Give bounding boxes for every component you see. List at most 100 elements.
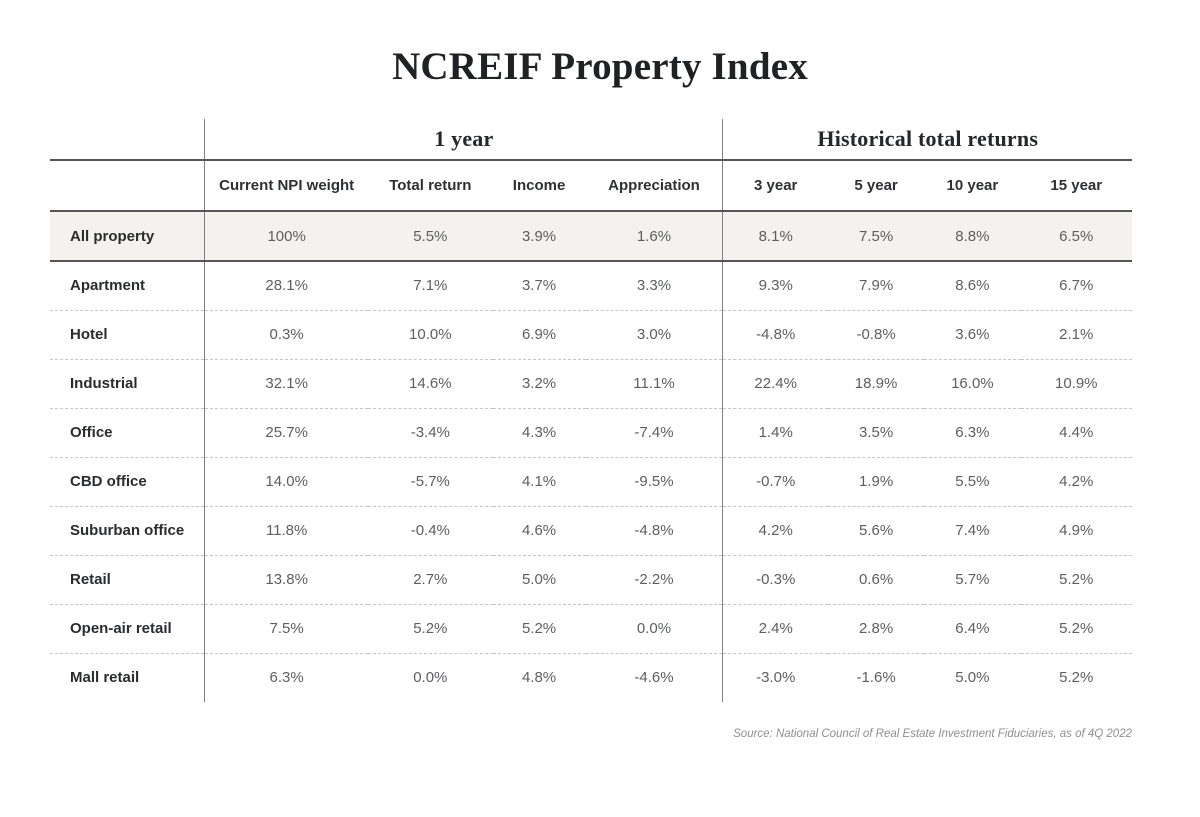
- cell-value: 7.5%: [204, 604, 369, 654]
- cell-value: 28.1%: [204, 261, 369, 311]
- col-header-15-year: 15 year: [1020, 160, 1132, 212]
- cell-value: -1.6%: [856, 669, 896, 687]
- cell-value: 13.8%: [204, 555, 369, 605]
- row-label: Mall retail: [70, 669, 140, 687]
- cell-value: 5.2%: [1059, 669, 1094, 687]
- col-header-5-year: 5 year: [827, 160, 925, 212]
- cell-value: -0.8%: [827, 310, 925, 360]
- cell-value: 6.3%: [204, 653, 369, 702]
- table-row: Mall retail 6.3% 0.0% 4.8% -4.6% -3.0% -1.6% 5.…: [50, 653, 1132, 702]
- col-header-10-year: 10 year: [924, 160, 1021, 212]
- source-attribution: Source: National Council of Real Estate …: [733, 728, 1132, 740]
- cell-value: 6.4%: [924, 604, 1021, 654]
- cell-value: 7.1%: [368, 261, 493, 311]
- col-header-current-npi-weight: Current NPI weight: [204, 160, 369, 212]
- cell-value: 6.3%: [924, 408, 1021, 458]
- cell-value: 10.9%: [1020, 359, 1132, 409]
- cell-value: 5.6%: [827, 506, 925, 556]
- cell-value: 5.2%: [368, 604, 493, 654]
- cell-value: 2.7%: [368, 555, 493, 605]
- cell-value: 7.4%: [924, 506, 1021, 556]
- cell-value: 2.8%: [827, 604, 925, 654]
- cell-value: 4.9%: [1020, 506, 1132, 556]
- cell-value: 32.1%: [204, 359, 369, 409]
- col-header-3-year: 3 year: [722, 160, 828, 212]
- cell-value: 5.5%: [924, 457, 1021, 507]
- cell-value: 3.6%: [924, 310, 1021, 360]
- cell-value: 22.4%: [722, 359, 828, 409]
- cell-value: 100%: [204, 211, 369, 262]
- cell-value: -4.8%: [585, 506, 723, 556]
- table-row: All property 100% 5.5% 3.9% 1.6% 8.1% 7.5% 8.8%…: [50, 211, 1132, 262]
- cell-value: 5.2%: [1020, 604, 1132, 654]
- cell-value: 3.2%: [492, 359, 586, 409]
- cell-value: 5.0%: [492, 555, 586, 605]
- group-header-historical: Historical total returns: [722, 119, 1132, 161]
- cell-value: 8.1%: [722, 211, 828, 262]
- cell-value: 0.3%: [204, 310, 369, 360]
- cell-value: 10.0%: [368, 310, 493, 360]
- table-row: Industrial 32.1% 14.6% 3.2% 11.1% 22.4% 18.9% 1…: [50, 359, 1132, 409]
- row-label: Office: [50, 408, 205, 458]
- cell-value: 2.4%: [722, 604, 828, 654]
- group-header-1-year: 1 year: [204, 119, 723, 161]
- cell-value: -0.4%: [368, 506, 493, 556]
- row-label: Suburban office: [50, 506, 205, 556]
- cell-value: 1.9%: [827, 457, 925, 507]
- table-row: Suburban office 11.8% -0.4% 4.6% -4.8% 4.2% 5.…: [50, 506, 1132, 556]
- cell-value: 5.5%: [368, 211, 493, 262]
- page: NCREIF Property Index 1 year Historical …: [0, 44, 1200, 817]
- cell-value: 1.6%: [585, 211, 723, 262]
- page-title: NCREIF Property Index: [392, 45, 808, 88]
- table-row: Retail 13.8% 2.7% 5.0% -2.2% -0.3% 0.6% 5.7% 5.2…: [50, 555, 1132, 605]
- col-header-total-return: Total return: [368, 160, 493, 212]
- cell-value: 4.8%: [521, 669, 557, 687]
- cell-value: 6.7%: [1020, 261, 1132, 311]
- corner-cell: [50, 119, 205, 161]
- table-row: CBD office 14.0% -5.7% 4.1% -9.5% -0.7% 1.9% 5.…: [50, 457, 1132, 507]
- cell-value: 5.2%: [1020, 555, 1132, 605]
- cell-value: -0.7%: [722, 457, 828, 507]
- table-row: Office 25.7% -3.4% 4.3% -7.4% 1.4% 3.5% 6.3% 4.4…: [50, 408, 1132, 458]
- cell-value: 11.8%: [204, 506, 369, 556]
- cell-value: 18.9%: [827, 359, 925, 409]
- col-header-appreciation: Appreciation: [585, 160, 723, 212]
- ncreif-table: 1 year Historical total returns Current …: [50, 119, 1132, 702]
- cell-value: 9.3%: [722, 261, 828, 311]
- cell-value: -7.4%: [585, 408, 723, 458]
- cell-value: 5.2%: [492, 604, 586, 654]
- row-label: Retail: [50, 555, 205, 605]
- cell-value: 4.2%: [722, 506, 828, 556]
- cell-value: -9.5%: [585, 457, 723, 507]
- row-label: Open-air retail: [50, 604, 205, 654]
- cell-value: 0.0%: [413, 669, 448, 687]
- cell-value: 4.2%: [1020, 457, 1132, 507]
- cell-value: 0.0%: [585, 604, 723, 654]
- group-header-row: 1 year Historical total returns: [50, 119, 1132, 161]
- row-label: Apartment: [50, 261, 205, 311]
- cell-value: 14.6%: [368, 359, 493, 409]
- cell-value: -2.2%: [585, 555, 723, 605]
- cell-value: 4.3%: [492, 408, 586, 458]
- cell-value: 5.7%: [924, 555, 1021, 605]
- cell-value: 14.0%: [204, 457, 369, 507]
- cell-value: 6.5%: [1020, 211, 1132, 262]
- cell-value: 3.7%: [492, 261, 586, 311]
- row-label: All property: [50, 211, 205, 262]
- cell-value: -3.0%: [722, 653, 828, 702]
- cell-value: -4.6%: [634, 669, 674, 687]
- row-label: CBD office: [50, 457, 205, 507]
- cell-value: 25.7%: [204, 408, 369, 458]
- cell-value: -3.4%: [368, 408, 493, 458]
- table-row: Apartment 28.1% 7.1% 3.7% 3.3% 9.3% 7.9% 8.6% 6.…: [50, 261, 1132, 311]
- cell-value: 3.9%: [492, 211, 586, 262]
- cell-value: 11.1%: [585, 359, 723, 409]
- cell-value: -4.8%: [722, 310, 828, 360]
- corner-cell-2: [50, 160, 205, 212]
- row-label: Hotel: [50, 310, 205, 360]
- cell-value: 8.8%: [924, 211, 1021, 262]
- table-body: All property 100% 5.5% 3.9% 1.6% 8.1% 7.5% 8.8%…: [50, 211, 1132, 702]
- cell-value: 3.3%: [585, 261, 723, 311]
- cell-value: 2.1%: [1020, 310, 1132, 360]
- cell-value: -5.7%: [368, 457, 493, 507]
